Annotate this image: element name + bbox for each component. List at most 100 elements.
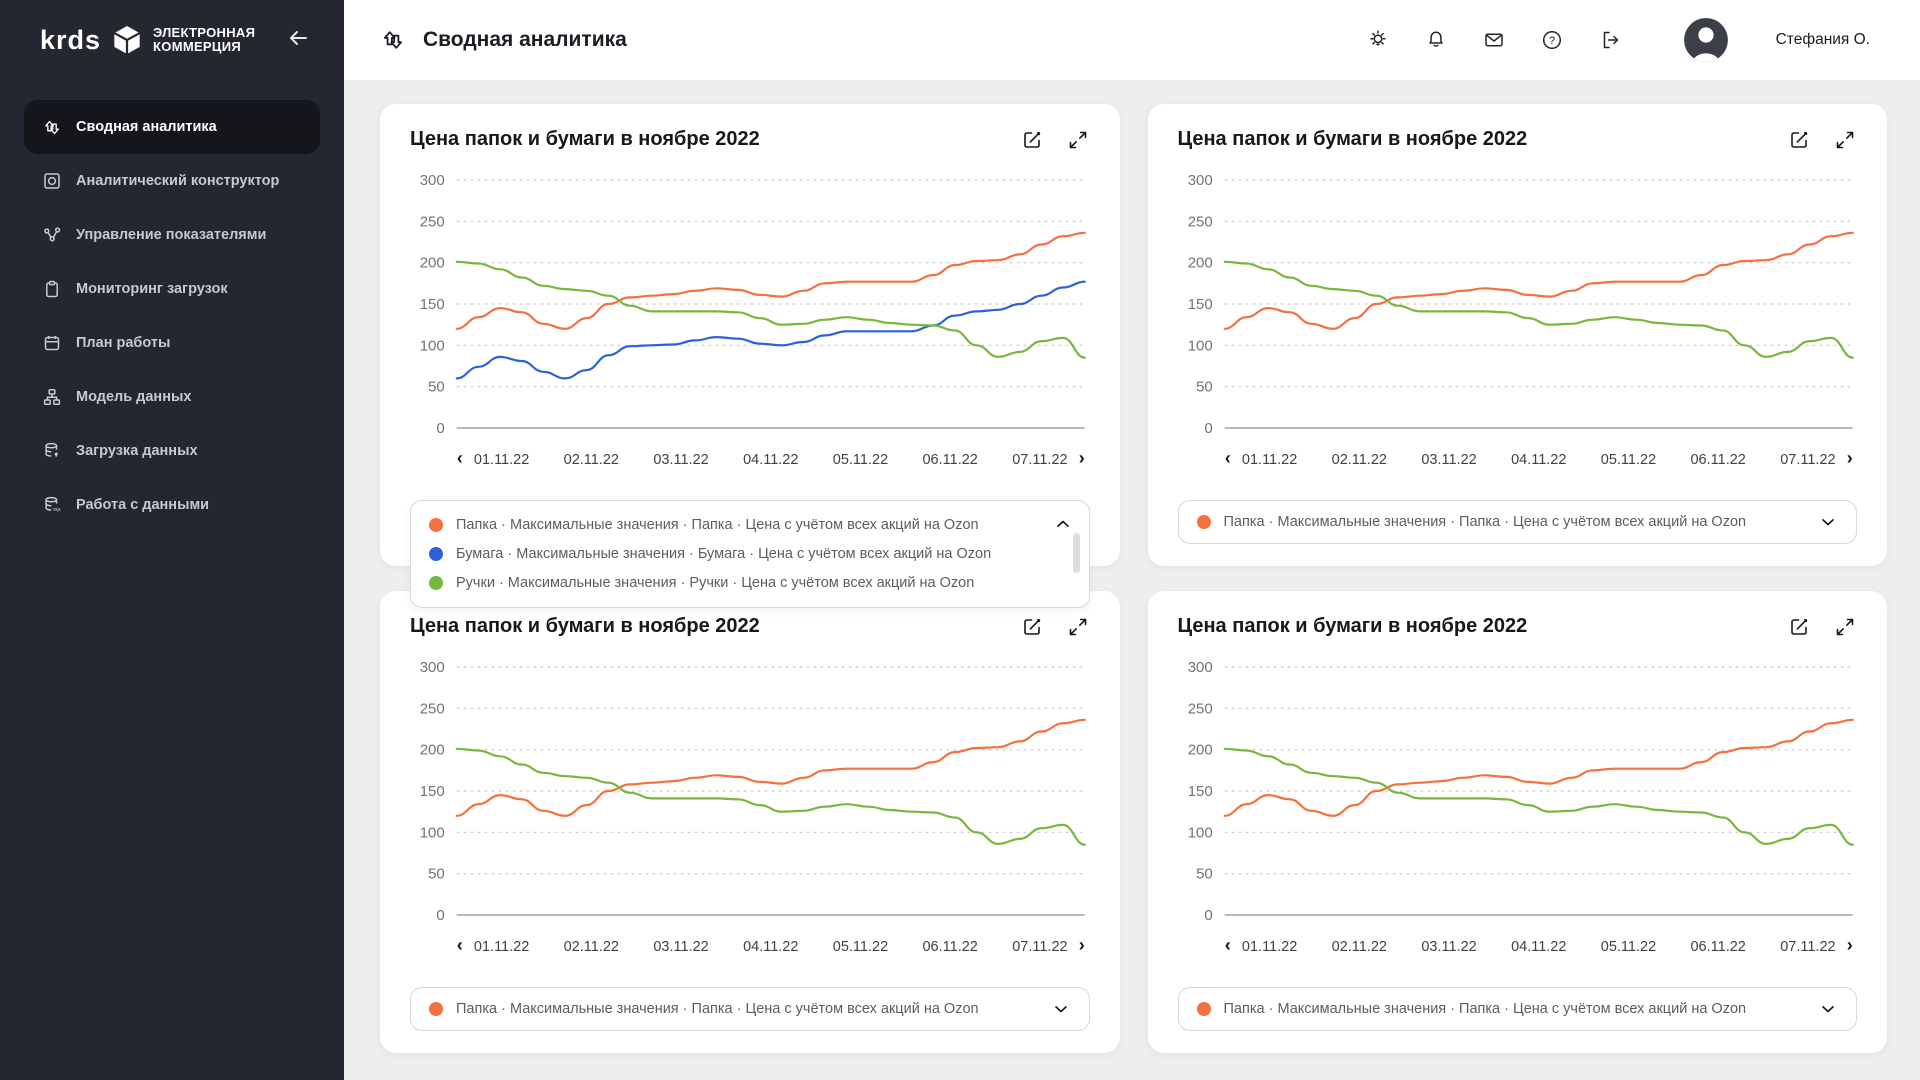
svg-text:07.11.22: 07.11.22 <box>1012 452 1067 468</box>
edit-chart-button[interactable] <box>1020 128 1044 152</box>
legend-label: Бумага · Максимальные значения · Бумага … <box>456 545 992 562</box>
svg-text:06.11.22: 06.11.22 <box>1690 452 1745 468</box>
expand-chart-button[interactable] <box>1066 615 1090 639</box>
svg-text:03.11.22: 03.11.22 <box>653 939 708 955</box>
svg-text:200: 200 <box>1187 255 1212 272</box>
chart-next-button[interactable]: › <box>1846 448 1852 468</box>
envelope-icon <box>1482 28 1506 52</box>
sidebar-item-analytic-constructor[interactable]: Аналитический конструктор <box>24 154 320 208</box>
idea-button[interactable] <box>1366 28 1390 52</box>
sidebar-item-data-work[interactable]: SQL Работа с данными <box>24 478 320 532</box>
messages-button[interactable] <box>1482 28 1506 52</box>
edit-chart-button[interactable] <box>1787 615 1811 639</box>
sidebar-item-label: Мониторинг загрузок <box>76 281 228 297</box>
svg-text:03.11.22: 03.11.22 <box>653 452 708 468</box>
svg-text:02.11.22: 02.11.22 <box>564 452 619 468</box>
bell-icon <box>1424 28 1448 52</box>
notifications-button[interactable] <box>1424 28 1448 52</box>
svg-text:06.11.22: 06.11.22 <box>922 939 977 955</box>
question-circle-icon: ? <box>1540 28 1564 52</box>
legend-dropdown[interactable]: Папка · Максимальные значения · Папка · … <box>1177 987 1857 1031</box>
legend-label: Папка · Максимальные значения · Папка · … <box>456 1001 979 1017</box>
legend-dropdown[interactable]: Папка · Максимальные значения · Папка · … <box>410 987 1090 1031</box>
sidebar-item-work-plan[interactable]: План работы <box>24 316 320 370</box>
user-name[interactable]: Стефания О. <box>1775 31 1870 48</box>
sidebar-item-label: Работа с данными <box>76 497 210 513</box>
sidebar-item-label: Модель данных <box>76 389 192 405</box>
expand-icon <box>1066 128 1090 152</box>
svg-text:200: 200 <box>420 255 445 272</box>
svg-text:04.11.22: 04.11.22 <box>1511 939 1566 955</box>
legend-item: Бумага · Максимальные значения · Бумага … <box>429 539 1071 568</box>
arrow-left-icon <box>286 26 310 50</box>
svg-text:50: 50 <box>428 379 445 396</box>
sidebar-item-summary-analytics[interactable]: Сводная аналитика <box>24 100 320 154</box>
sidebar-item-data-model[interactable]: Модель данных <box>24 370 320 424</box>
sidebar-item-monitoring-uploads[interactable]: Мониторинг загрузок <box>24 262 320 316</box>
chevron-down-icon <box>1051 999 1071 1019</box>
legend-label: Папка · Максимальные значения · Папка · … <box>1223 514 1747 530</box>
edit-chart-button[interactable] <box>1020 615 1044 639</box>
expand-chart-button[interactable] <box>1833 128 1857 152</box>
chart-prev-button[interactable]: ‹ <box>1224 448 1230 468</box>
svg-text:02.11.22: 02.11.22 <box>564 939 619 955</box>
series-color-dot <box>429 546 443 561</box>
chart-card: Цена папок и бумаги в ноябре 2022 <box>1147 104 1887 566</box>
svg-text:0: 0 <box>436 907 444 924</box>
chart-next-button[interactable]: › <box>1079 448 1085 468</box>
svg-text:03.11.22: 03.11.22 <box>1421 452 1476 468</box>
line-chart: 0 50 100 150 200 250 300 01.11.22 02.11.22 03.11.… <box>1178 166 1858 476</box>
svg-text:100: 100 <box>1187 337 1212 354</box>
edit-chart-button[interactable] <box>1787 128 1811 152</box>
svg-text:100: 100 <box>1187 824 1212 841</box>
edit-icon <box>1020 128 1044 152</box>
page-title: Сводная аналитика <box>423 28 627 51</box>
chart-card: Цена папок и бумаги в ноябре 2022 <box>380 591 1120 1053</box>
calendar-icon <box>42 333 62 353</box>
sidebar-item-label: План работы <box>76 335 171 351</box>
expand-chart-button[interactable] <box>1833 615 1857 639</box>
svg-text:01.11.22: 01.11.22 <box>1241 939 1296 955</box>
collapse-sidebar-button[interactable] <box>286 26 310 50</box>
svg-text:150: 150 <box>420 783 445 800</box>
expand-icon <box>1066 615 1090 639</box>
expand-icon <box>1833 128 1857 152</box>
chart-prev-button[interactable]: ‹ <box>457 448 463 468</box>
avatar[interactable] <box>1683 18 1728 62</box>
svg-text:SQL: SQL <box>53 506 62 511</box>
chart-card: Цена папок и бумаги в ноябре 2022 <box>380 104 1120 608</box>
chevron-up-icon[interactable] <box>1053 514 1073 534</box>
expand-chart-button[interactable] <box>1066 128 1090 152</box>
frame-circle-icon <box>42 171 62 191</box>
svg-text:200: 200 <box>420 742 445 759</box>
svg-text:300: 300 <box>1187 659 1212 676</box>
legend-dropdown[interactable]: Папка · Максимальные значения · Папка · … <box>1177 500 1857 544</box>
logout-button[interactable] <box>1598 28 1622 52</box>
svg-text:300: 300 <box>420 172 445 189</box>
help-button[interactable]: ? <box>1540 28 1564 52</box>
chart-next-button[interactable]: › <box>1846 935 1852 955</box>
logout-icon <box>1598 28 1622 52</box>
lightbulb-icon <box>1366 28 1390 52</box>
sidebar-item-manage-indicators[interactable]: Управление показателями <box>24 208 320 262</box>
top-header: Сводная аналитика <box>344 0 1920 80</box>
svg-text:200: 200 <box>1187 742 1212 759</box>
chart-title: Цена папок и бумаги в ноябре 2022 <box>410 615 760 637</box>
legend-scrollbar[interactable] <box>1072 533 1080 573</box>
sidebar-item-data-upload[interactable]: Загрузка данных <box>24 424 320 478</box>
legend-item: Папка · Максимальные значения · Папка · … <box>429 510 1071 539</box>
svg-text:0: 0 <box>436 420 444 437</box>
svg-text:01.11.22: 01.11.22 <box>1241 452 1296 468</box>
svg-text:01.11.22: 01.11.22 <box>474 939 529 955</box>
svg-text:50: 50 <box>1196 379 1213 396</box>
svg-text:03.11.22: 03.11.22 <box>1421 939 1476 955</box>
svg-text:150: 150 <box>420 296 445 313</box>
svg-text:07.11.22: 07.11.22 <box>1780 939 1835 955</box>
sidebar-item-label: Аналитический конструктор <box>76 173 280 189</box>
svg-text:250: 250 <box>1187 213 1212 230</box>
chart-next-button[interactable]: › <box>1079 935 1085 955</box>
expand-icon <box>1833 615 1857 639</box>
legend-dropdown-expanded[interactable]: Папка · Максимальные значения · Папка · … <box>410 500 1090 608</box>
chart-prev-button[interactable]: ‹ <box>457 935 463 955</box>
chart-prev-button[interactable]: ‹ <box>1224 935 1230 955</box>
